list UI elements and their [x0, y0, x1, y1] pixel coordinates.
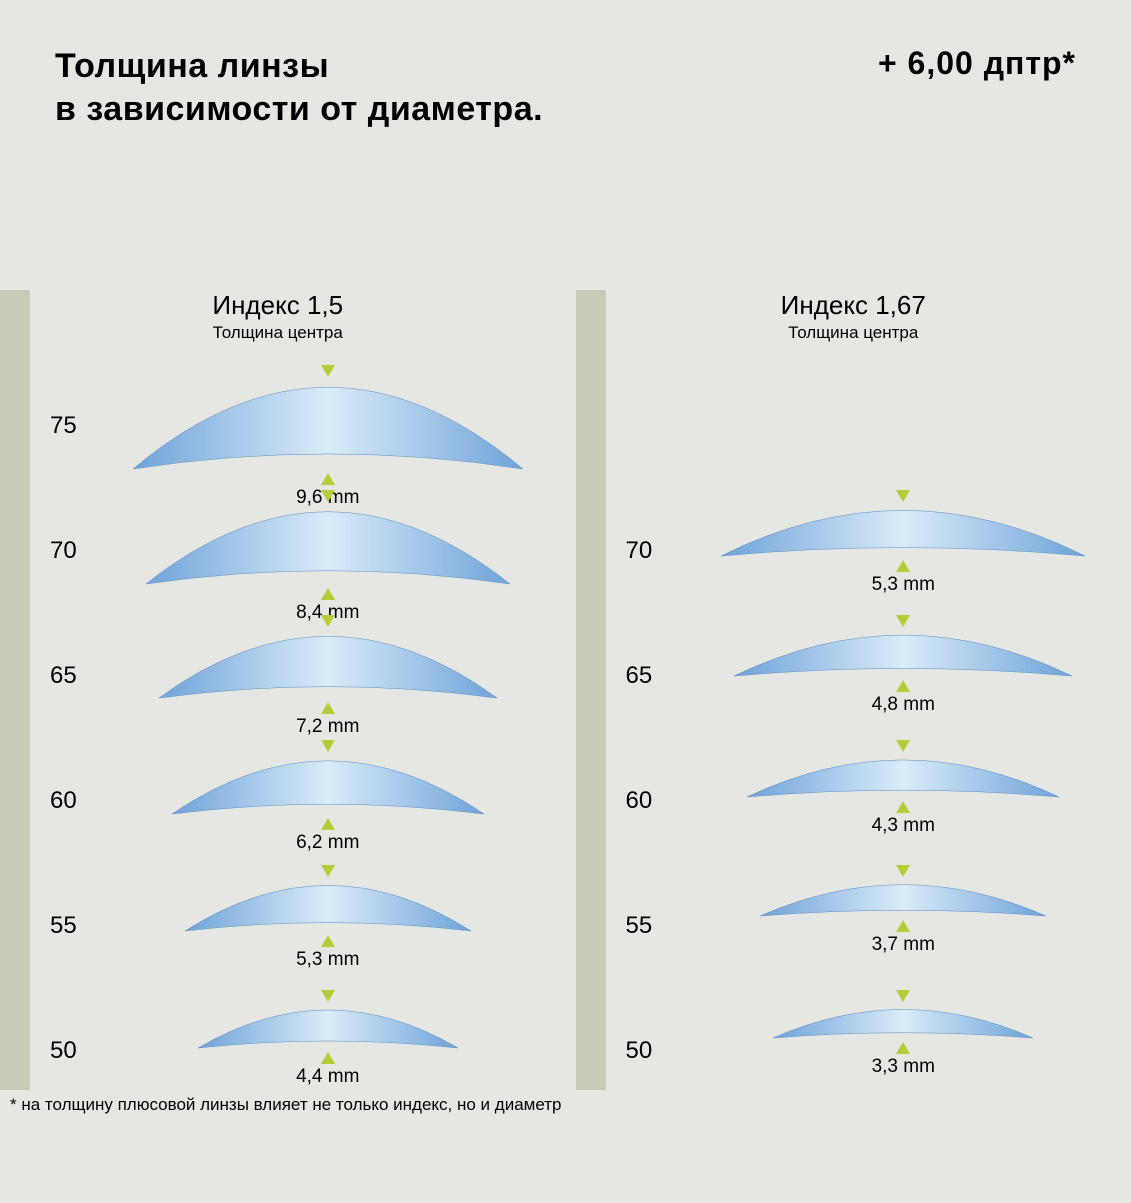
index-label: Индекс 1,67 [576, 290, 1131, 321]
lens-shape [721, 500, 1085, 568]
page-header: Толщина линзы в зависимости от диаметра.… [55, 45, 1076, 130]
thickness-label: 6,2 mm [296, 832, 359, 854]
arrow-up-icon [896, 920, 910, 932]
lens-area: 5,3 mm [686, 488, 1122, 613]
lens-shape [172, 750, 484, 826]
lens-shape [734, 625, 1072, 688]
footnote-text: * на толщину плюсовой линзы влияет не то… [10, 1095, 561, 1115]
lens-column: Индекс 1,5 Толщина центра75 9,6 mm70 8,4… [0, 290, 556, 1113]
thickness-label: 4,4 mm [296, 1066, 359, 1088]
arrow-up-icon [896, 801, 910, 813]
lens-row: 60 4,3 mm [576, 738, 1131, 863]
lens-row: 70 5,3 mm [576, 488, 1131, 613]
diameter-label: 50 [50, 1037, 77, 1065]
arrow-up-icon [896, 1042, 910, 1054]
diameter-label: 55 [626, 912, 653, 940]
lens-row: 50 3,3 mm [576, 988, 1131, 1113]
diameter-label: 50 [626, 1037, 653, 1065]
arrow-up-icon [896, 680, 910, 692]
thickness-label: 5,3 mm [296, 949, 359, 971]
page-title: Толщина линзы в зависимости от диаметра. [55, 45, 543, 130]
diameter-label: 75 [50, 412, 77, 440]
arrow-up-icon [321, 1052, 335, 1064]
lens-row: 55 5,3 mm [0, 863, 556, 988]
subheader-label: Толщина центра [576, 323, 1131, 343]
column-header: Индекс 1,67 Толщина центра [576, 290, 1131, 343]
lens-shape [146, 500, 510, 596]
lens-row-spacer [576, 363, 1131, 488]
lens-rows: 70 5,3 mm65 4,8 mm60 4,3 m [576, 353, 1131, 1113]
diameter-label: 60 [626, 787, 653, 815]
arrow-up-icon [896, 560, 910, 572]
diameter-label: 70 [626, 537, 653, 565]
lens-shape [185, 875, 471, 943]
subheader-label: Толщина центра [0, 323, 556, 343]
thickness-label: 4,3 mm [872, 815, 935, 837]
arrow-up-icon [321, 702, 335, 714]
lens-area: 5,3 mm [110, 863, 546, 988]
index-label: Индекс 1,5 [0, 290, 556, 321]
lens-row: 70 8,4 mm [0, 488, 556, 613]
lens-row: 65 4,8 mm [576, 613, 1131, 738]
thickness-label: 3,7 mm [872, 934, 935, 956]
diopter-value: + 6,00 дптр* [878, 45, 1076, 82]
arrow-up-icon [321, 473, 335, 485]
lens-row: 55 3,7 mm [576, 863, 1131, 988]
lens-area: 4,8 mm [686, 613, 1122, 738]
lens-area: 9,6 mm [110, 363, 546, 488]
lens-area: 7,2 mm [110, 613, 546, 738]
diameter-label: 70 [50, 537, 77, 565]
diameter-label: 55 [50, 912, 77, 940]
lens-shape [159, 625, 497, 710]
arrow-up-icon [321, 818, 335, 830]
thickness-label: 3,3 mm [872, 1056, 935, 1078]
lens-columns: Индекс 1,5 Толщина центра75 9,6 mm70 8,4… [0, 290, 1131, 1113]
thickness-label: 7,2 mm [296, 716, 359, 738]
title-line-2: в зависимости от диаметра. [55, 90, 543, 128]
thickness-label: 4,8 mm [872, 694, 935, 716]
arrow-up-icon [321, 935, 335, 947]
title-line-1: Толщина линзы [55, 47, 329, 85]
lens-area: 4,3 mm [686, 738, 1122, 863]
thickness-label: 5,3 mm [872, 574, 935, 596]
lens-shape [198, 1000, 458, 1060]
lens-rows: 75 9,6 mm70 8,4 mm65 7,2 m [0, 353, 556, 1113]
diameter-label: 65 [626, 662, 653, 690]
lens-area: 6,2 mm [110, 738, 546, 863]
diameter-label: 65 [50, 662, 77, 690]
lens-column: Индекс 1,67 Толщина центра70 5,3 mm65 4,… [576, 290, 1131, 1113]
column-header: Индекс 1,5 Толщина центра [0, 290, 556, 343]
lens-shape [133, 375, 523, 481]
diameter-label: 60 [50, 787, 77, 815]
lens-area: 3,7 mm [686, 863, 1122, 988]
lens-row: 75 9,6 mm [0, 363, 556, 488]
lens-row: 65 7,2 mm [0, 613, 556, 738]
lens-area: 3,3 mm [686, 988, 1122, 1113]
lens-row: 60 6,2 mm [0, 738, 556, 863]
arrow-up-icon [321, 588, 335, 600]
lens-area: 8,4 mm [110, 488, 546, 613]
